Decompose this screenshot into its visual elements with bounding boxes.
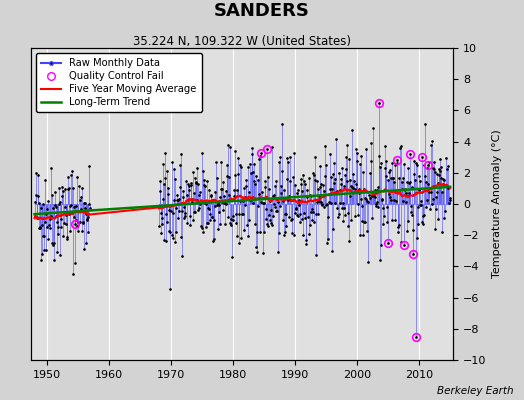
Y-axis label: Temperature Anomaly (°C): Temperature Anomaly (°C) [492,130,502,278]
Title: 35.224 N, 109.322 W (United States): 35.224 N, 109.322 W (United States) [133,35,352,48]
Text: Berkeley Earth: Berkeley Earth [437,386,514,396]
Text: SANDERS: SANDERS [214,2,310,20]
Legend: Raw Monthly Data, Quality Control Fail, Five Year Moving Average, Long-Term Tren: Raw Monthly Data, Quality Control Fail, … [37,53,202,112]
